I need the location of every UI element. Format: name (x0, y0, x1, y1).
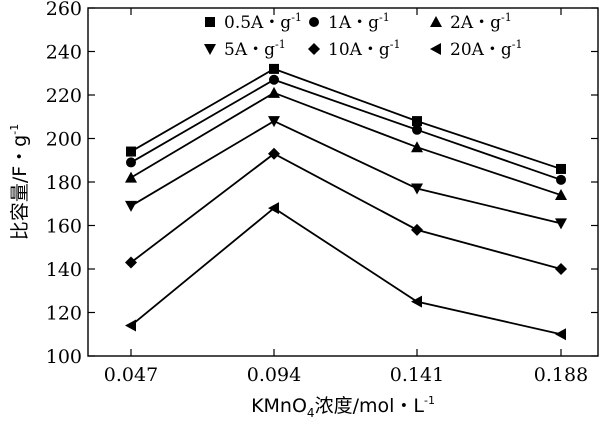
series-3 (125, 86, 567, 201)
x-tick-label: 0.188 (534, 364, 588, 386)
data-point (126, 157, 136, 168)
data-point (412, 116, 422, 127)
x-tick-label: 0.047 (104, 364, 158, 386)
x-axis-title: KMnO4浓度/mol・L-1 (251, 394, 435, 420)
series-line (130, 91, 562, 196)
legend-label: 0.5A・g-1 (224, 11, 302, 33)
legend-marker (430, 16, 442, 27)
x-tick-label: 0.094 (247, 364, 301, 386)
legend-marker (204, 44, 216, 55)
y-tick-label: 140 (46, 259, 82, 281)
legend-label: 10A・g-1 (328, 38, 401, 60)
legend-label: 2A・g-1 (450, 11, 512, 33)
legend-marker (309, 17, 319, 27)
data-point (411, 141, 423, 153)
data-point (269, 74, 279, 85)
legend-marker (205, 17, 215, 27)
data-point (125, 200, 137, 212)
series-line (130, 206, 562, 336)
data-point (268, 202, 279, 215)
y-axis-title: 比容量/F・g-1 (8, 124, 31, 240)
data-point (555, 263, 567, 275)
series-6 (125, 202, 566, 341)
series-group (125, 63, 567, 341)
legend-item: 10A・g-1 (308, 38, 401, 60)
data-point (556, 163, 566, 174)
series-4 (125, 116, 567, 230)
y-tick-label: 200 (46, 129, 82, 151)
x-axis: 0.047 0.094 0.141 0.188 (104, 8, 588, 386)
series-1 (126, 63, 566, 174)
series-5 (125, 147, 567, 275)
data-point (125, 256, 137, 269)
legend: 0.5A・g-1 1A・g-1 2A・g-1 5A・g-1 10A・g-1 20A・g-1 (204, 11, 523, 60)
legend-item: 5A・g-1 (204, 38, 286, 60)
legend-item: 20A・g-1 (430, 38, 523, 60)
legend-item: 0.5A・g-1 (205, 11, 302, 33)
data-point (268, 116, 280, 128)
data-point (268, 86, 280, 98)
y-tick-label: 260 (46, 0, 82, 20)
y-axis: 100 120 140 160 180 200 220 240 260 (46, 0, 598, 368)
y-tick-label: 180 (46, 172, 82, 194)
data-point (555, 189, 567, 201)
series-line (130, 152, 562, 270)
series-line (130, 67, 562, 170)
data-point (412, 124, 422, 135)
x-tick-label: 0.141 (390, 364, 444, 386)
data-point (411, 223, 423, 236)
data-point (556, 174, 566, 185)
legend-item: 2A・g-1 (430, 11, 512, 33)
series-line (130, 120, 562, 225)
series-line (130, 78, 562, 181)
legend-label: 20A・g-1 (450, 38, 523, 60)
data-point (555, 328, 566, 341)
legend-label: 5A・g-1 (224, 38, 286, 60)
legend-label: 1A・g-1 (328, 11, 390, 33)
legend-item: 1A・g-1 (309, 11, 390, 33)
y-tick-label: 160 (46, 216, 82, 238)
y-tick-label: 120 (46, 303, 82, 325)
y-tick-label: 100 (46, 346, 82, 368)
data-point (126, 146, 136, 157)
y-tick-label: 220 (46, 85, 82, 107)
data-point (555, 218, 567, 230)
series-2 (126, 74, 566, 185)
legend-marker (430, 43, 441, 55)
data-point (125, 171, 137, 183)
data-point (411, 183, 423, 195)
data-point (125, 319, 136, 332)
data-point (268, 147, 280, 160)
data-point (411, 295, 422, 308)
y-tick-label: 240 (46, 42, 82, 64)
data-point (269, 63, 279, 74)
legend-marker (308, 43, 320, 55)
